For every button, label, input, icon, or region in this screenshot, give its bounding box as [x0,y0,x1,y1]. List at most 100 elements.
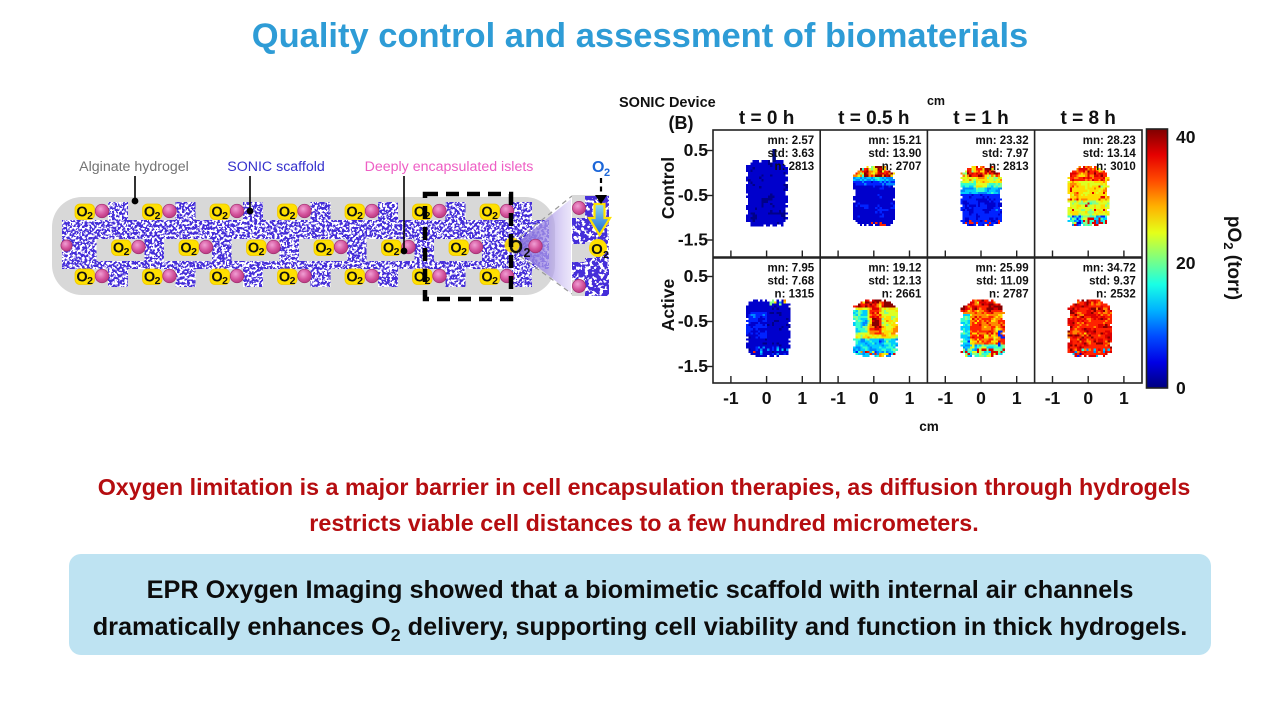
svg-text:SONIC Device: SONIC Device [619,95,716,111]
svg-text:0.5: 0.5 [684,266,709,286]
svg-text:std: 13.14: std: 13.14 [1083,148,1137,160]
svg-text:2: 2 [290,275,296,287]
svg-text:mn: 34.72: mn: 34.72 [1083,263,1136,275]
svg-text:O: O [592,159,604,176]
svg-text:n: 2532: n: 2532 [1096,289,1136,301]
svg-text:O: O [346,205,357,221]
svg-text:1: 1 [1119,388,1129,408]
svg-text:cm: cm [927,94,945,108]
svg-text:mn: 2.57: mn: 2.57 [768,135,815,147]
svg-text:std: 11.09: std: 11.09 [976,276,1028,288]
svg-text:std: 9.37: std: 9.37 [1089,276,1136,288]
svg-text:O: O [383,241,394,257]
svg-text:O: O [211,270,222,286]
svg-text:O: O [279,205,290,221]
svg-text:O: O [346,270,357,286]
svg-text:std: 12.13: std: 12.13 [868,276,921,288]
svg-text:std: 7.68: std: 7.68 [768,276,815,288]
svg-text:mn: 15.21: mn: 15.21 [868,135,922,147]
svg-text:Active: Active [658,278,678,331]
svg-text:2: 2 [357,275,363,287]
svg-text:mn: 19.12: mn: 19.12 [868,263,921,275]
svg-text:0.5: 0.5 [684,140,709,160]
svg-text:mn: 23.32: mn: 23.32 [976,135,1029,147]
svg-text:n: 2813: n: 2813 [775,161,815,173]
svg-text:mn: 25.99: mn: 25.99 [976,263,1029,275]
svg-text:mn: 28.23: mn: 28.23 [1083,135,1136,147]
svg-text:-1.5: -1.5 [678,356,708,376]
svg-text:2: 2 [259,246,265,258]
svg-text:2: 2 [492,275,498,287]
svg-text:2: 2 [191,246,197,258]
svg-text:2: 2 [524,246,531,260]
svg-text:Deeply encapsulated islets: Deeply encapsulated islets [365,159,534,175]
svg-text:2: 2 [492,210,498,222]
svg-text:0: 0 [1176,378,1186,398]
svg-text:O: O [144,270,155,286]
svg-text:-1: -1 [938,388,954,408]
svg-text:1: 1 [797,388,807,408]
svg-text:t = 8 h: t = 8 h [1060,108,1115,129]
svg-text:2: 2 [155,210,161,222]
svg-text:O: O [481,270,492,286]
svg-text:0: 0 [1083,388,1093,408]
svg-text:O: O [76,205,87,221]
svg-text:0: 0 [762,388,772,408]
svg-text:2: 2 [87,210,93,222]
svg-text:1: 1 [1012,388,1022,408]
svg-text:-0.5: -0.5 [678,311,708,331]
svg-text:2: 2 [222,275,228,287]
svg-text:20: 20 [1176,253,1196,273]
svg-text:cm: cm [919,419,939,434]
svg-text:O: O [113,241,124,257]
svg-text:-1.5: -1.5 [678,230,708,250]
svg-text:t = 0.5 h: t = 0.5 h [838,108,909,129]
svg-text:n: 2707: n: 2707 [882,161,922,173]
svg-text:n: 3010: n: 3010 [1096,161,1136,173]
svg-text:2: 2 [357,210,363,222]
svg-text:2: 2 [290,210,296,222]
svg-text:O: O [450,241,461,257]
svg-text:std: 3.63: std: 3.63 [768,148,815,160]
svg-text:2: 2 [326,246,332,258]
svg-text:2: 2 [394,246,400,258]
svg-text:std: 13.90: std: 13.90 [868,148,921,160]
svg-text:Control: Control [658,157,678,219]
svg-text:n: 2813: n: 2813 [989,161,1029,173]
svg-text:2: 2 [87,275,93,287]
svg-text:O: O [414,205,425,221]
svg-text:0: 0 [869,388,879,408]
svg-text:Alginate hydrogel: Alginate hydrogel [79,159,189,175]
svg-text:2: 2 [124,246,130,258]
svg-text:std: 7.97: std: 7.97 [982,148,1029,160]
svg-text:SONIC scaffold: SONIC scaffold [227,159,325,175]
svg-text:2: 2 [155,275,161,287]
svg-text:n: 2661: n: 2661 [882,289,922,301]
svg-text:O: O [414,270,425,286]
svg-text:O: O [481,205,492,221]
svg-text:O: O [279,270,290,286]
svg-text:t = 0 h: t = 0 h [739,108,794,129]
svg-text:n: 2787: n: 2787 [989,289,1029,301]
svg-text:40: 40 [1176,127,1196,147]
svg-text:1: 1 [905,388,915,408]
svg-text:O: O [180,241,191,257]
svg-text:O: O [76,270,87,286]
svg-text:2: 2 [461,246,467,258]
svg-text:0: 0 [976,388,986,408]
svg-text:2: 2 [425,210,431,222]
svg-text:O: O [248,241,259,257]
svg-text:-0.5: -0.5 [678,185,708,205]
svg-text:2: 2 [222,210,228,222]
svg-text:O: O [591,241,603,258]
svg-text:t = 1 h: t = 1 h [953,108,1008,129]
svg-text:O: O [315,241,326,257]
svg-text:mn: 7.95: mn: 7.95 [768,263,815,275]
svg-text:-1: -1 [723,388,739,408]
svg-text:-1: -1 [1045,388,1061,408]
svg-text:pO2 (torr): pO2 (torr) [1221,216,1244,300]
svg-text:-1: -1 [830,388,846,408]
svg-text:O: O [144,205,155,221]
svg-text:O: O [211,205,222,221]
svg-text:2: 2 [425,275,431,287]
